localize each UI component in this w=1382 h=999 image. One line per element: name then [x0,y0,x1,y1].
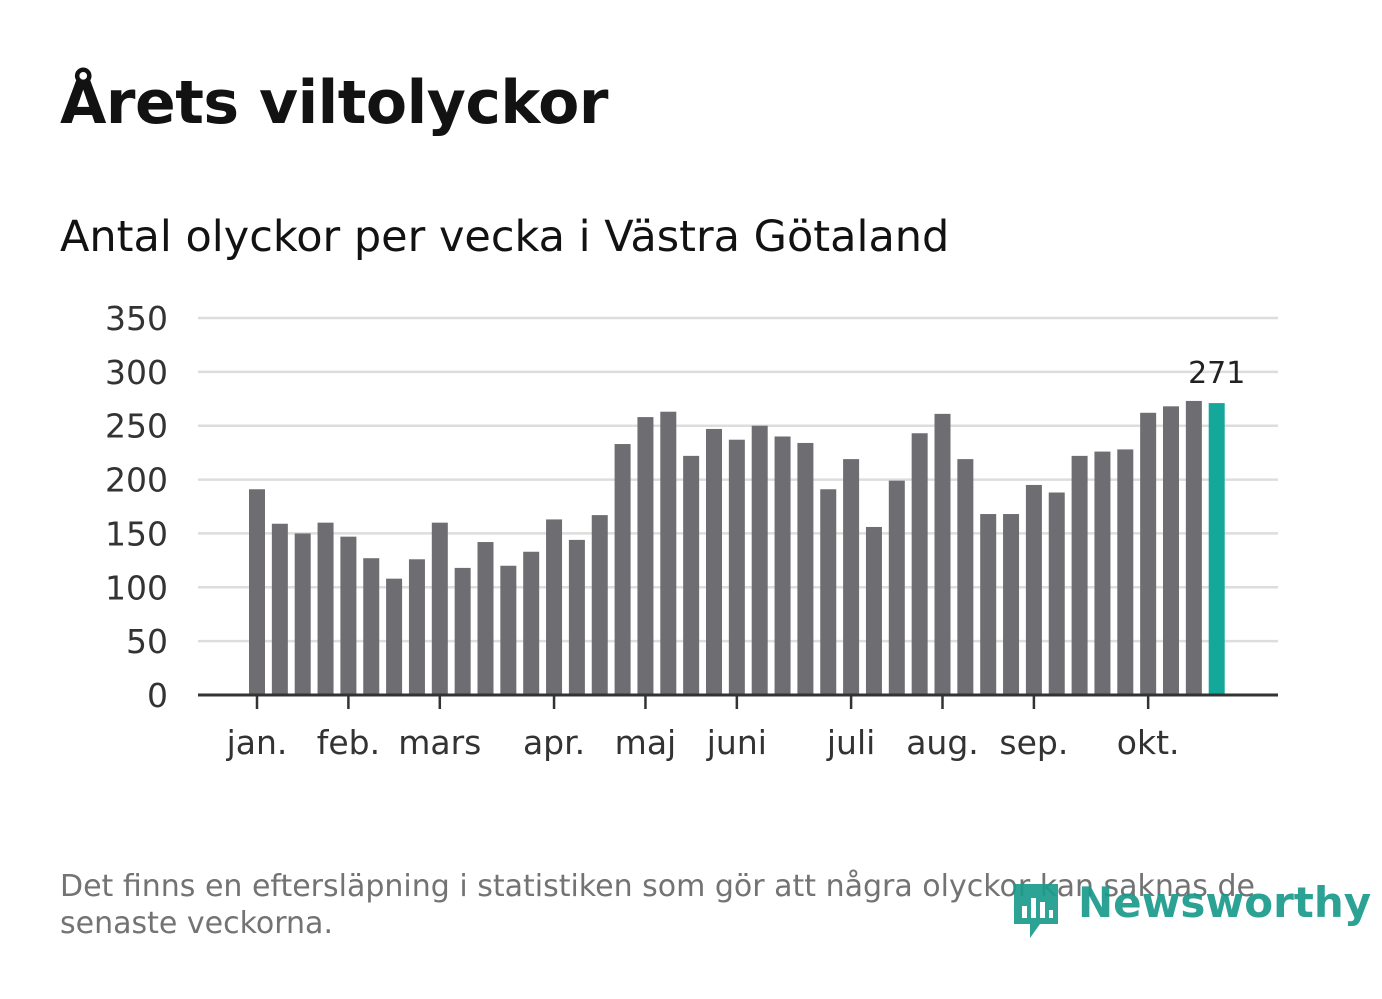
bar [820,489,837,695]
bar [454,567,471,695]
y-tick-label: 50 [126,622,168,661]
bar [865,526,882,695]
bar [249,489,265,695]
bar [683,455,700,695]
bar [1048,492,1065,695]
bar [934,413,951,695]
bar [591,515,608,695]
y-tick-label: 300 [105,353,168,392]
bar [386,578,403,695]
y-tick-label: 350 [105,299,168,338]
x-tick-label: jan. [226,723,288,762]
bar [1025,484,1042,695]
bar [340,536,357,695]
x-tick-label: aug. [906,723,979,762]
bar [1071,455,1088,695]
newsworthy-logo-icon [1014,884,1058,938]
bar [363,558,380,695]
bar [888,480,905,695]
bar [317,522,334,695]
bar [546,519,563,695]
bar [523,551,540,695]
x-tick-labels: jan. feb. mars apr. maj juni juli aug. sep. okt. [226,695,1180,762]
y-tick-label: 200 [105,461,168,500]
bar [1140,412,1157,695]
bar [1003,514,1020,695]
data-labels: 271 [1188,356,1245,391]
x-tick-label: juli [826,723,875,762]
bar [431,522,448,695]
bar [477,542,494,695]
bar [637,417,654,695]
chart-title: Årets viltolyckor [60,68,609,138]
bar [980,514,997,695]
bar [911,433,928,695]
bar [797,442,814,695]
bar [728,439,745,695]
bar-chart: 0 50 100 150 200 250 300 350 jan. feb. mars apr. ma… [105,299,1278,762]
bar [1117,449,1134,695]
bar [294,533,311,695]
bars [249,400,1225,695]
bar [1163,406,1179,695]
x-tick-label: apr. [523,723,585,762]
data-label-latest: 271 [1188,356,1245,391]
x-tick-label: sep. [999,723,1068,762]
y-tick-labels: 0 50 100 150 200 250 300 350 [105,299,168,715]
newsworthy-logo-text: Newsworthy [1078,878,1372,927]
x-tick-label: okt. [1117,723,1180,762]
bar [660,411,677,695]
bar [568,539,585,695]
x-tick-label: feb. [317,723,380,762]
bar-highlight [1208,403,1225,695]
x-tick-label: maj [615,723,677,762]
chart-subtitle: Antal olyckor per vecka i Västra Götalan… [60,212,950,262]
bar [271,523,288,695]
x-tick-label: mars [398,723,481,762]
y-tick-label: 250 [105,407,168,446]
bar [843,459,860,695]
bar [614,444,631,695]
bar [1094,451,1111,695]
bar [500,565,517,695]
x-tick-label: juni [706,723,767,762]
bar [957,459,974,695]
bar [1185,400,1202,695]
bar [751,425,768,695]
bar [408,559,425,695]
bar [706,428,722,695]
y-tick-label: 100 [105,568,168,607]
y-tick-label: 150 [105,514,168,553]
bar [774,436,791,695]
y-tick-label: 0 [147,676,168,715]
